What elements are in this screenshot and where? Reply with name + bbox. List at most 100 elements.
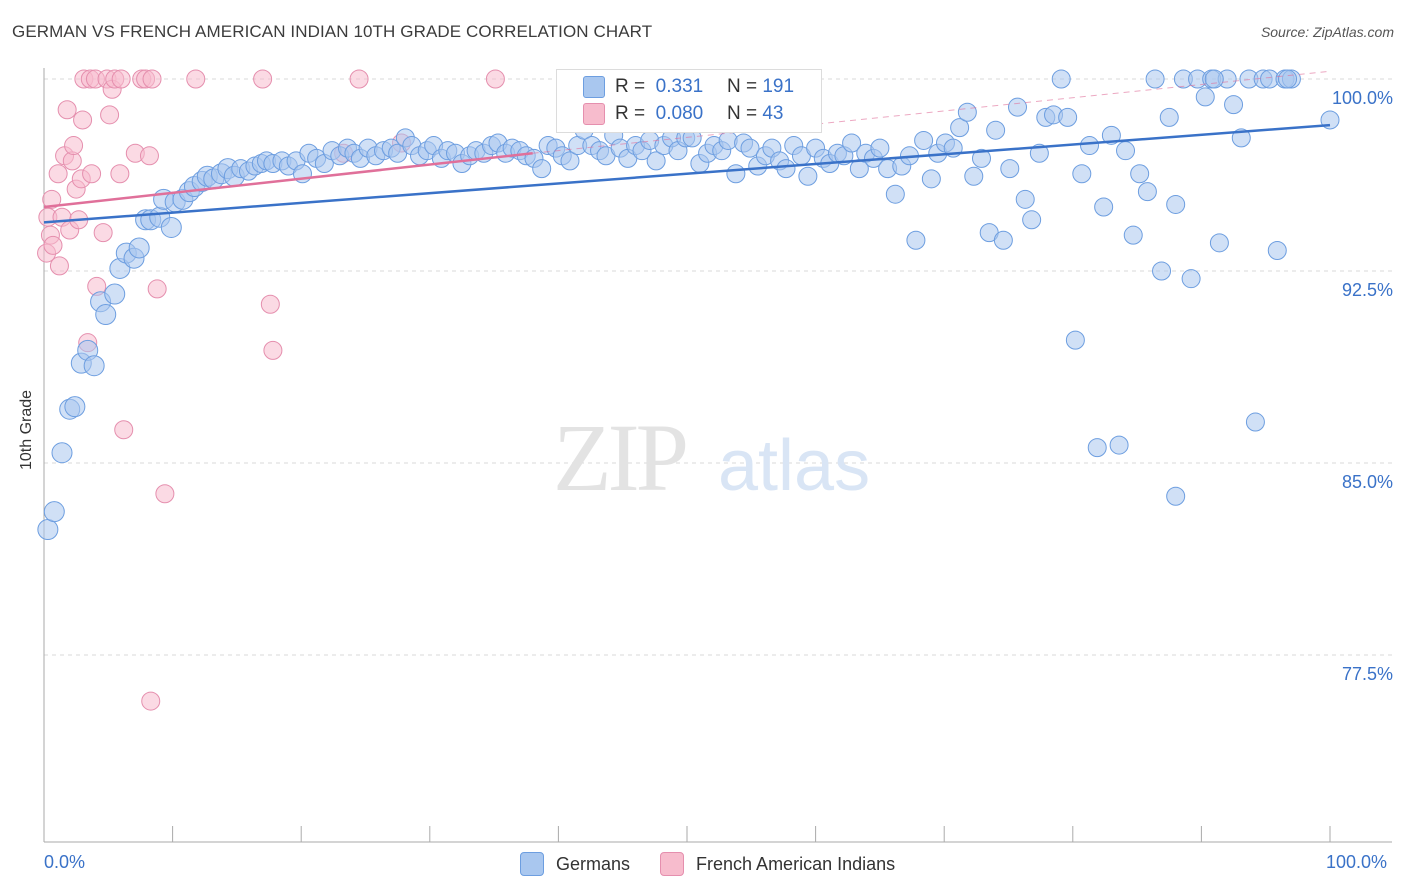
data-point-french-american-indians [43,235,63,255]
data-point-germans [1195,87,1215,107]
data-point-germans [957,102,977,122]
trend-extension-french-american-indians [532,70,1331,154]
data-point-french-american-indians [93,223,113,243]
legend-n-value: 43 [762,103,784,124]
legend-item-germans: Germans [520,852,630,876]
legend-n-label: N = [726,103,758,124]
data-point-germans [51,442,73,464]
chart-source: Source: ZipAtlas.com [1260,24,1394,40]
data-point-french-american-indians [142,69,162,89]
data-point-germans [726,164,746,184]
data-point-germans [906,230,926,250]
stats-legend: R = 0.331 N = 191 R = 0.080 N = 43 [556,69,822,133]
data-point-germans [1101,125,1121,145]
data-point-french-american-indians [110,164,130,184]
data-point-germans [560,151,580,171]
data-point-germans [1087,438,1107,458]
data-point-germans [1166,486,1186,506]
series-legend: Germans French American Indians [520,852,925,876]
data-point-germans [1072,164,1092,184]
legend-n-label: N = [726,76,758,97]
data-point-germans [104,283,126,305]
data-point-french-american-indians [263,340,283,360]
chart-title: GERMAN VS FRENCH AMERICAN INDIAN 10TH GR… [12,22,653,41]
y-tick-label: 100.0% [1332,88,1393,108]
data-point-germans [1058,107,1078,127]
data-point-germans [1224,95,1244,115]
data-point-germans [1022,210,1042,230]
data-point-french-american-indians [49,256,69,276]
x-tick-label-max: 100.0% [1326,852,1388,872]
series-germans [37,69,1340,541]
data-point-germans [776,159,796,179]
legend-r-value: 0.331 [655,76,704,97]
data-point-germans [971,148,991,168]
data-point-germans [798,166,818,186]
data-point-germans [950,118,970,138]
axes [43,68,1392,843]
data-point-germans [1278,69,1298,89]
legend-n-value: 191 [762,76,795,97]
data-point-germans [1000,159,1020,179]
y-tick-label: 85.0% [1342,472,1393,492]
data-point-germans [1152,261,1172,281]
watermark-zip: ZIP [553,404,686,511]
data-point-french-american-indians [485,69,505,89]
data-point-french-american-indians [73,110,93,130]
data-point-germans [842,133,862,153]
data-point-french-american-indians [48,164,68,184]
data-point-germans [1109,435,1129,455]
data-point-french-american-indians [186,69,206,89]
data-point-french-american-indians [111,69,131,89]
y-tick-label: 77.5% [1342,664,1393,684]
data-point-germans [160,216,182,238]
legend-r-label: R = [615,103,646,124]
legend-r-value: 0.080 [655,103,704,124]
data-point-germans [993,230,1013,250]
data-point-germans [1094,197,1114,217]
legend-label-french-american-indians: French American Indians [696,853,896,874]
legend-item-french-american-indians: French American Indians [660,852,895,876]
data-point-germans [43,501,65,523]
legend-swatch-french-american-indians [660,852,685,876]
data-point-germans [1267,241,1287,261]
data-point-germans [1159,107,1179,127]
trend-line-germans [43,123,1331,224]
watermark-atlas: atlas [718,426,870,506]
data-point-germans [1130,164,1150,184]
data-point-germans [1166,194,1186,214]
data-point-french-american-indians [253,69,273,89]
data-point-germans [83,355,105,377]
data-point-germans [646,151,666,171]
data-point-germans [1015,189,1035,209]
data-point-germans [870,138,890,158]
data-point-french-american-indians [260,294,280,314]
data-point-germans [740,138,760,158]
data-point-germans [1116,141,1136,161]
x-tick-label-min: 0.0% [44,852,86,872]
legend-swatch-germans [520,852,544,876]
legend-r-label: R = [615,76,646,97]
data-point-germans [1029,143,1049,163]
trend-line-french-american-indians [43,151,533,209]
data-point-germans [1181,269,1201,289]
data-point-french-american-indians [139,146,159,166]
data-point-germans [1080,136,1100,156]
y-tick-labels: 100.0% 92.5% 85.0% 77.5% [1332,88,1393,684]
legend-label-germans: Germans [556,853,631,874]
data-point-germans [1008,97,1028,117]
data-point-french-american-indians [100,105,120,125]
data-point-germans [1145,69,1165,89]
data-point-germans [885,184,905,204]
data-point-french-american-indians [82,164,102,184]
y-tick-label: 92.5% [1342,280,1393,300]
legend-row-germans: R = 0.331 N = 191 [583,76,794,98]
data-point-germans [914,130,934,150]
data-point-germans [986,120,1006,140]
data-point-germans [128,237,150,259]
trend-lines [43,70,1331,224]
data-point-french-american-indians [64,136,84,156]
legend-swatch-french-american-indians [583,103,605,125]
data-point-french-american-indians [114,420,134,440]
